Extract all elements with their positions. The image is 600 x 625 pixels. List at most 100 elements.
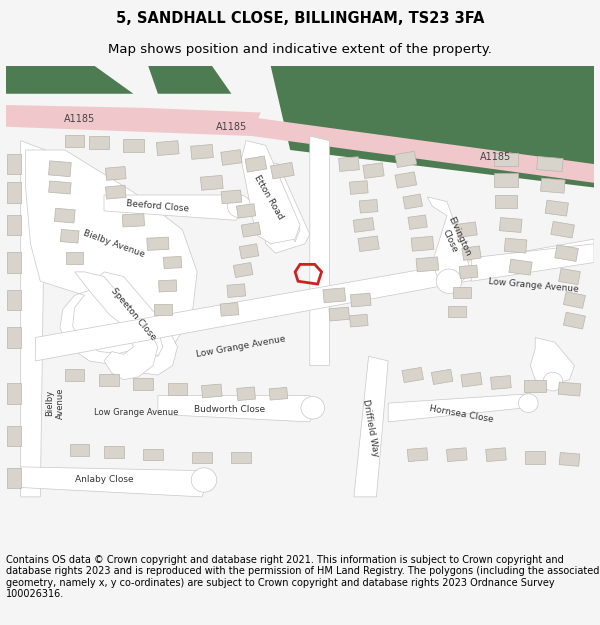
Text: Bielby Avenue: Bielby Avenue bbox=[82, 229, 146, 259]
Polygon shape bbox=[526, 451, 545, 464]
Polygon shape bbox=[65, 369, 85, 381]
Polygon shape bbox=[55, 208, 75, 223]
Polygon shape bbox=[353, 217, 374, 232]
Polygon shape bbox=[65, 134, 85, 147]
Polygon shape bbox=[104, 195, 241, 220]
Text: A1185: A1185 bbox=[64, 114, 95, 124]
Polygon shape bbox=[555, 245, 578, 261]
Polygon shape bbox=[26, 150, 197, 366]
Polygon shape bbox=[485, 448, 506, 462]
Polygon shape bbox=[323, 288, 346, 302]
Polygon shape bbox=[271, 66, 594, 188]
Text: Anlaby Close: Anlaby Close bbox=[74, 476, 133, 484]
Polygon shape bbox=[220, 302, 239, 316]
Polygon shape bbox=[251, 118, 594, 182]
Polygon shape bbox=[147, 237, 169, 251]
Polygon shape bbox=[236, 204, 256, 218]
Polygon shape bbox=[122, 214, 145, 227]
Polygon shape bbox=[106, 185, 126, 199]
Polygon shape bbox=[221, 150, 242, 165]
Polygon shape bbox=[168, 383, 187, 395]
Polygon shape bbox=[143, 449, 163, 460]
Polygon shape bbox=[122, 139, 144, 152]
Polygon shape bbox=[202, 384, 222, 398]
Polygon shape bbox=[408, 215, 427, 229]
Polygon shape bbox=[563, 292, 586, 308]
Polygon shape bbox=[7, 214, 21, 235]
Polygon shape bbox=[7, 290, 21, 310]
Polygon shape bbox=[494, 152, 518, 166]
Polygon shape bbox=[239, 244, 259, 259]
Polygon shape bbox=[233, 262, 253, 278]
Polygon shape bbox=[227, 284, 245, 298]
Polygon shape bbox=[310, 136, 329, 366]
Polygon shape bbox=[541, 178, 565, 193]
Polygon shape bbox=[494, 173, 518, 186]
Polygon shape bbox=[499, 217, 522, 232]
Text: Beeford Close: Beeford Close bbox=[126, 199, 190, 214]
Text: Contains OS data © Crown copyright and database right 2021. This information is : Contains OS data © Crown copyright and d… bbox=[6, 554, 599, 599]
Polygon shape bbox=[49, 161, 71, 177]
Polygon shape bbox=[148, 66, 232, 94]
Polygon shape bbox=[200, 176, 223, 190]
Text: Driffield Way: Driffield Way bbox=[361, 399, 380, 458]
Polygon shape bbox=[472, 244, 594, 281]
Polygon shape bbox=[7, 252, 21, 272]
Circle shape bbox=[518, 394, 538, 412]
Polygon shape bbox=[269, 388, 288, 400]
Polygon shape bbox=[89, 136, 109, 149]
Polygon shape bbox=[536, 156, 563, 172]
Text: Budworth Close: Budworth Close bbox=[194, 405, 265, 414]
Polygon shape bbox=[551, 221, 574, 238]
Polygon shape bbox=[154, 304, 172, 315]
Polygon shape bbox=[545, 200, 568, 216]
Polygon shape bbox=[403, 194, 422, 209]
Text: A1185: A1185 bbox=[216, 121, 247, 131]
Polygon shape bbox=[35, 239, 594, 361]
Polygon shape bbox=[74, 272, 158, 379]
Polygon shape bbox=[70, 444, 89, 456]
Text: Speeton Close: Speeton Close bbox=[109, 286, 158, 342]
Polygon shape bbox=[559, 452, 580, 466]
Polygon shape bbox=[241, 141, 300, 244]
Text: A1185: A1185 bbox=[481, 152, 512, 162]
Polygon shape bbox=[453, 287, 470, 298]
Polygon shape bbox=[563, 312, 586, 329]
Polygon shape bbox=[338, 157, 359, 171]
Polygon shape bbox=[6, 66, 133, 94]
Polygon shape bbox=[411, 236, 434, 251]
Polygon shape bbox=[388, 394, 530, 422]
Polygon shape bbox=[158, 280, 177, 292]
Polygon shape bbox=[416, 257, 439, 272]
Polygon shape bbox=[7, 182, 21, 203]
Polygon shape bbox=[133, 378, 153, 391]
Text: Bielby
Avenue: Bielby Avenue bbox=[46, 388, 65, 419]
Polygon shape bbox=[462, 246, 481, 261]
Polygon shape bbox=[106, 166, 126, 181]
Polygon shape bbox=[192, 452, 212, 463]
Polygon shape bbox=[66, 252, 83, 264]
Polygon shape bbox=[530, 338, 574, 384]
Polygon shape bbox=[461, 372, 482, 387]
Polygon shape bbox=[491, 376, 511, 389]
Polygon shape bbox=[558, 382, 581, 396]
Polygon shape bbox=[459, 265, 478, 279]
Polygon shape bbox=[7, 328, 21, 348]
Polygon shape bbox=[256, 159, 310, 253]
Polygon shape bbox=[504, 238, 527, 253]
Polygon shape bbox=[1, 105, 261, 136]
Text: Etton Road: Etton Road bbox=[253, 173, 285, 221]
Polygon shape bbox=[271, 162, 294, 179]
Polygon shape bbox=[431, 369, 453, 384]
Polygon shape bbox=[359, 199, 378, 213]
Text: Low Grange Avenue: Low Grange Avenue bbox=[196, 334, 287, 359]
Circle shape bbox=[227, 195, 251, 218]
Polygon shape bbox=[232, 452, 251, 463]
Polygon shape bbox=[350, 314, 368, 327]
Polygon shape bbox=[61, 229, 79, 243]
Polygon shape bbox=[21, 141, 45, 497]
Polygon shape bbox=[407, 448, 428, 462]
Polygon shape bbox=[349, 181, 368, 194]
Polygon shape bbox=[300, 84, 379, 122]
Polygon shape bbox=[524, 380, 546, 392]
